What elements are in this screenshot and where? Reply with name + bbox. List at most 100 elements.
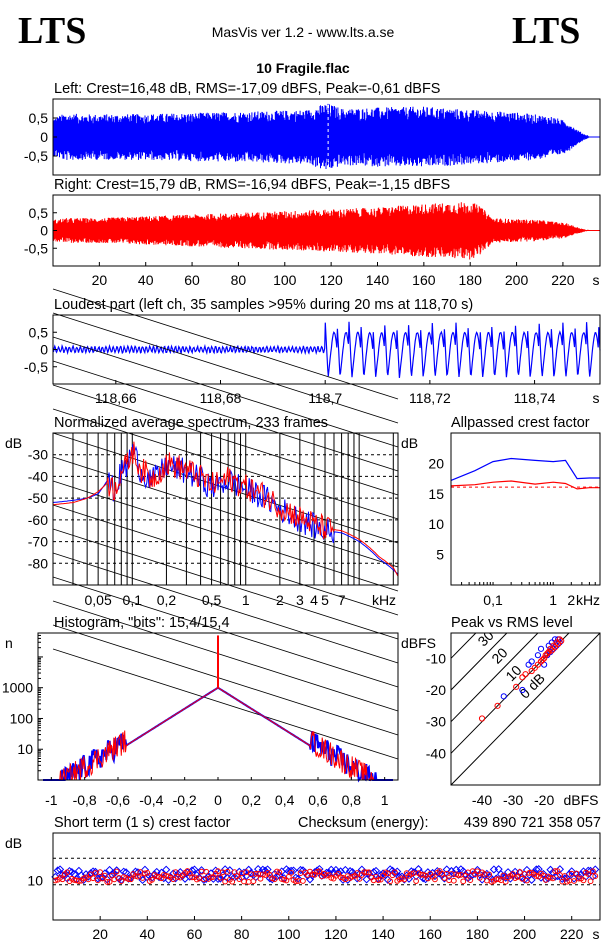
- short-term-crest-point-right: [245, 878, 252, 885]
- short-term-crest-point-right: [257, 875, 264, 882]
- spectrum-slope-line: [52, 312, 399, 424]
- short-term-crest-point-right: [64, 869, 71, 876]
- spectrum-slope-line: [52, 336, 399, 448]
- spectrum-slope-line: [52, 552, 399, 664]
- histogram-tick-label: -0,6: [106, 792, 130, 808]
- short-term-crest-point-left: [433, 866, 442, 876]
- checksum-label: Checksum (energy):: [298, 815, 429, 831]
- short-term-crest-point-right: [222, 878, 229, 885]
- spectrum-unit-label: kHz: [372, 592, 396, 608]
- short-term-crest-point-right: [229, 878, 236, 885]
- short-term-crest-point-right: [384, 870, 391, 877]
- short-term-crest-point-right: [94, 877, 101, 884]
- short-term-crest-point-right: [132, 873, 139, 879]
- left-waveform-signal: [52, 103, 589, 169]
- short-term-crest-point-left: [67, 867, 76, 877]
- peak-vs-rms-point-left: [553, 642, 560, 649]
- right-waveform-tick-label: 80: [231, 272, 247, 288]
- short-term-crest-point-right: [276, 869, 283, 876]
- spectrum-tick-label: -30: [28, 447, 48, 463]
- peak-vs-rms-point-left: [528, 658, 535, 665]
- allpassed-crest-tick-label: 20: [428, 455, 444, 471]
- short-term-crest-point-right: [144, 869, 151, 876]
- peak-vs-rms-point-left: [550, 645, 557, 652]
- spectrum-tick-label: -50: [28, 490, 48, 506]
- short-term-crest-tick-label: 100: [277, 926, 301, 942]
- spectrum-frame: [52, 432, 399, 586]
- short-term-crest-point-right: [460, 878, 467, 885]
- short-term-crest-point-left: [117, 875, 126, 885]
- short-term-crest-point-right: [502, 878, 509, 885]
- short-term-crest-point-left: [162, 865, 171, 874]
- short-term-crest-point-left: [176, 868, 185, 877]
- short-term-crest-point-right: [467, 877, 474, 884]
- peak-vs-rms-point-right: [494, 702, 501, 709]
- short-term-crest-point-right: [514, 874, 521, 880]
- short-term-crest-point-right: [323, 872, 330, 879]
- short-term-crest-tick-label: 10: [27, 872, 43, 888]
- brand-logo-left: LTS: [18, 10, 87, 52]
- short-term-crest-point-left: [315, 864, 324, 874]
- short-term-crest-point-right: [170, 876, 177, 883]
- peak-vs-rms-diagonal: [451, 633, 508, 691]
- allpassed-crest-frame: [450, 432, 601, 586]
- peak-vs-rms-point-right: [558, 637, 565, 645]
- histogram-tick-label: -0,8: [73, 792, 97, 808]
- loudest-part-title: Loudest part (left ch, 35 samples >95% d…: [54, 297, 473, 313]
- short-term-crest-point-right: [300, 878, 306, 884]
- peak-vs-rms-point-right: [556, 636, 563, 643]
- histogram-tick-label: 0: [214, 792, 222, 808]
- short-term-crest-tick-label: 60: [187, 926, 203, 942]
- short-term-crest-point-right: [90, 875, 96, 882]
- short-term-crest-point-right: [125, 876, 132, 883]
- short-term-crest-point-right: [252, 870, 259, 877]
- short-term-crest-point-right: [533, 873, 540, 879]
- short-term-crest-point-right: [97, 869, 104, 876]
- short-term-crest-y-label: dB: [5, 835, 22, 851]
- spectrum-slope-line: [52, 504, 399, 616]
- short-term-crest-point-right: [189, 874, 196, 881]
- peak-vs-rms-tick-label: -10: [426, 650, 446, 666]
- spectrum-tick-label: 2: [276, 592, 284, 608]
- peak-vs-rms-point-right: [531, 664, 538, 671]
- short-term-crest-point-right: [354, 870, 361, 876]
- spectrum-tick-label: 4: [310, 592, 318, 608]
- allpassed-crest-tick-label: 0,1: [483, 592, 503, 608]
- allpassed-crest-tick-label: 10: [428, 516, 444, 532]
- histogram-title: Histogram, "bits": 15,4/15,4: [54, 615, 230, 631]
- peak-vs-rms-point-right: [539, 656, 546, 664]
- short-term-crest-point-left: [463, 873, 473, 883]
- peak-vs-rms-tick-label: -40: [426, 745, 446, 761]
- short-term-crest-tick-label: 140: [371, 926, 395, 942]
- loudest-part-tick-label: 118,68: [200, 390, 242, 406]
- short-term-crest-point-right: [208, 874, 214, 881]
- short-term-crest-point-right: [561, 873, 568, 879]
- peak-vs-rms-point-right: [522, 671, 529, 678]
- short-term-crest-point-left: [567, 867, 576, 876]
- allpassed-crest-unit-label: kHz: [576, 592, 600, 608]
- short-term-crest-point-right: [441, 875, 448, 881]
- short-term-crest-point-left: [546, 865, 555, 874]
- loudest-part-tick-label: 118,66: [95, 390, 137, 406]
- short-term-crest-point-right: [153, 873, 160, 880]
- peak-vs-rms-x-label: dBFS: [563, 792, 598, 808]
- short-term-crest-point-right: [288, 869, 295, 876]
- short-term-crest-point-left: [110, 869, 119, 878]
- short-term-crest-tick-label: 120: [324, 926, 348, 942]
- peak-vs-rms-point-right: [537, 658, 545, 665]
- short-term-crest-point-right: [413, 878, 419, 884]
- peak-vs-rms-point-left: [525, 661, 532, 668]
- spectrum-y-label: dB: [5, 435, 22, 451]
- histogram-tick-label: -0,4: [139, 792, 163, 808]
- short-term-crest-point-right: [243, 869, 250, 876]
- loudest-part-unit-label: s: [593, 390, 600, 406]
- right-waveform-tick-label: 180: [459, 272, 483, 288]
- short-term-crest-point-right: [446, 877, 453, 884]
- short-term-crest-point-right: [203, 868, 210, 875]
- short-term-crest-point-right: [104, 879, 111, 885]
- short-term-crest-point-left: [91, 867, 100, 876]
- right-waveform-tick-label: 120: [319, 272, 343, 288]
- spectrum-tick-label: -40: [28, 468, 48, 484]
- allpassed-crest-series-right: [450, 480, 600, 490]
- short-term-crest-point-left: [496, 870, 506, 879]
